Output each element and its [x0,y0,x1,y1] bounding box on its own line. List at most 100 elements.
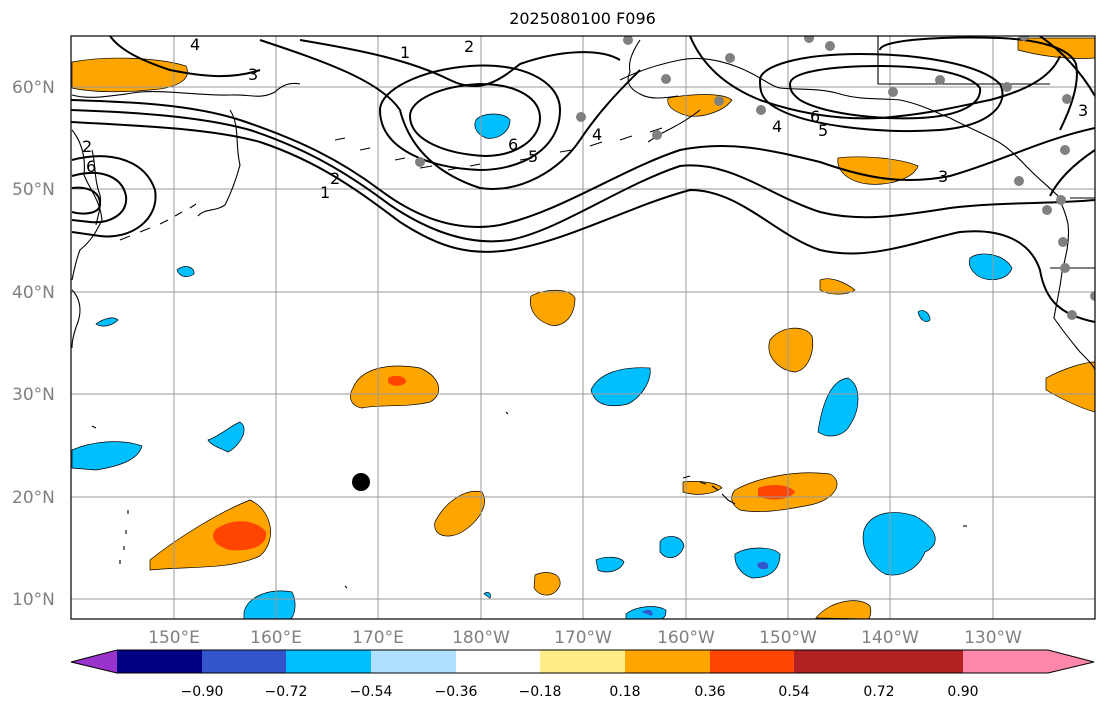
colorbar-outline [70,649,1095,674]
contour-line [109,36,261,78]
lon-label: 160°W [657,628,715,648]
colorbar-segment [710,650,794,673]
positive-anomaly [819,278,856,295]
contour-label: 3 [938,167,948,186]
negative-anomaly [590,367,651,407]
contour-label: 6 [86,157,96,176]
alaska-coastline [619,57,1031,171]
positive-anomaly [149,499,271,571]
contour-line [408,82,542,158]
latitude-labels: 10°N 20°N 30°N 40°N 50°N 60°N [12,78,55,610]
contour-label: 2 [82,137,92,156]
contour-label: 5 [528,147,538,166]
station-dot [714,96,724,106]
negative-anomaly [862,512,936,576]
colorbar-segment [117,650,202,673]
small-island [91,425,97,429]
contour-line [378,64,562,172]
station-dot [1060,263,1070,273]
colorbar-tick-label: −0.72 [265,684,308,700]
colorbar-left-extension [71,650,117,673]
colorbar-segment [202,650,286,673]
station-dot [825,41,835,51]
map-frame [70,35,1096,620]
colorbar-tick-label: −0.36 [435,684,478,700]
station-dot [1019,36,1029,41]
storm-center-marker [352,473,370,491]
strong-positive-anomaly [388,375,406,386]
mariana-islands [119,510,129,564]
strong-positive-anomaly [758,484,795,500]
colorbar-segment [286,650,371,673]
contour-label: 6 [508,135,518,154]
contour-line [1039,36,1095,97]
strong-negative-anomaly [757,561,769,570]
station-dot [1090,291,1095,301]
sakhalin-coastline [91,149,102,226]
contour-line [299,39,621,88]
station-dot [623,36,633,45]
kuril-islands [119,203,197,241]
station-dot [888,87,898,97]
station-dots [415,36,1095,320]
positive-anomaly [529,289,576,326]
positive-anomaly [350,365,440,409]
contour-line [788,64,982,120]
contour-label: 2 [330,169,340,188]
contour-label: 2 [464,37,474,56]
negative-anomaly [917,310,931,322]
contour-labels: 1 2 4 3 6 5 4 2 1 2 6 6 5 4 3 3 [82,36,1088,202]
contour-line [1049,149,1095,197]
lat-label: 10°N [12,590,55,610]
colorbar-tick-label: −0.18 [519,684,562,700]
longitude-labels: 150°E 160°E 170°E 180°W 170°W 160°W 150°… [148,628,1022,648]
station-dot [804,36,814,43]
colorbar-tick-label: 0.36 [694,684,725,700]
contour-label: 1 [320,183,330,202]
contour-line [71,155,157,238]
lon-label: 150°W [759,628,817,648]
alaska-west-coast [627,39,679,99]
positive-anomaly [1045,361,1095,413]
contour-label: 1 [400,43,410,62]
station-dot [1067,310,1077,320]
contour-line [71,121,1095,323]
aleutian-islands [334,127,663,171]
coastlines [71,36,1095,589]
colorbar-segment [625,650,710,673]
positive-anomaly [837,156,919,185]
negative-anomaly [176,266,195,277]
lat-label: 30°N [12,385,55,405]
station-dot [1042,205,1052,215]
positive-anomaly [533,572,561,596]
negative-anomaly [95,317,119,327]
lon-label: 130°W [964,628,1022,648]
negative-anomaly [71,441,143,471]
negative-anomaly [659,536,685,559]
positive-anomaly [682,481,723,495]
station-dot [661,74,671,84]
contour-line [71,109,1095,243]
negative-anomaly [483,592,491,599]
station-dot [1062,94,1072,104]
strong-positive-anomaly [213,521,267,551]
contour-line [758,52,1004,132]
lat-label: 50°N [12,180,55,200]
colorbar-tick-labels: −0.90 −0.72 −0.54 −0.36 −0.18 0.18 0.36 … [181,684,979,700]
negative-anomaly [207,421,245,453]
colorbar-segment [794,650,879,673]
colorbar-tick-label: 0.18 [609,684,640,700]
positive-anomaly [768,327,814,373]
colorbar-segment [371,650,456,673]
contour-line [71,171,128,224]
station-dot [1002,82,1012,92]
lon-label: 170°E [352,628,404,648]
negative-anomaly [474,113,511,139]
lon-label: 170°W [554,628,612,648]
negative-anomaly [817,377,859,437]
station-dot [652,130,662,140]
lon-label: 160°E [250,628,302,648]
colorbar-segment [540,650,625,673]
contour-lines [71,36,1095,323]
